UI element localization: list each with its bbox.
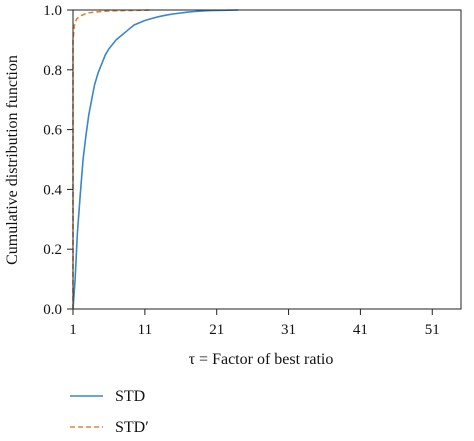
axes-layer: 1 11 21 31 41 510.00.20.40.60.81.0 xyxy=(43,3,440,338)
y-tick-label: 0.0 xyxy=(43,302,62,318)
x-tick-label: 31 xyxy=(281,322,296,338)
y-tick-label: 0.6 xyxy=(43,123,62,139)
x-tick-label: 51 xyxy=(425,322,440,338)
x-tick-label: 1 xyxy=(69,322,77,338)
frame-layer xyxy=(72,9,462,310)
series-layer xyxy=(72,9,239,310)
legend-label-std: STD xyxy=(115,388,145,405)
y-tick-label: 0.8 xyxy=(43,63,62,79)
x-tick-label: 21 xyxy=(209,322,224,338)
x-tick-label: 41 xyxy=(353,322,368,338)
y-tick-label: 0.4 xyxy=(43,182,62,198)
y-tick-label: 0.2 xyxy=(43,242,62,258)
y-tick-label: 1.0 xyxy=(43,3,62,19)
y-axis-label: Cumulative distribution function xyxy=(4,55,21,265)
series-line-std-prime xyxy=(72,9,153,309)
plot-frame xyxy=(72,9,462,310)
legend-label-std-prime: STD′ xyxy=(115,419,149,436)
series-line-std xyxy=(72,9,239,310)
legend: STD STD′ xyxy=(70,388,149,436)
x-tick-label: 11 xyxy=(138,322,152,338)
x-axis-label: τ = Factor of best ratio xyxy=(189,351,334,368)
